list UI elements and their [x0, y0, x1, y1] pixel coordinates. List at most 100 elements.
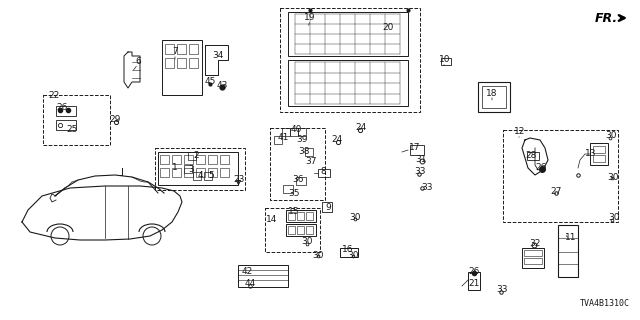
Text: 14: 14: [266, 215, 278, 225]
Text: 30: 30: [301, 237, 313, 246]
Text: 30: 30: [312, 251, 324, 260]
Text: 37: 37: [305, 156, 317, 165]
Text: 7: 7: [172, 47, 178, 57]
Text: 26: 26: [535, 164, 547, 172]
Text: 24: 24: [332, 135, 342, 145]
Text: 19: 19: [304, 13, 316, 22]
Bar: [155, 148, 245, 190]
Text: 15: 15: [288, 206, 300, 215]
Bar: [558, 225, 578, 277]
Text: 9: 9: [325, 203, 331, 212]
Text: 25: 25: [67, 125, 77, 134]
Text: 26: 26: [468, 268, 480, 276]
Text: 38: 38: [298, 148, 310, 156]
Bar: [590, 143, 608, 165]
Text: 10: 10: [439, 55, 451, 65]
Bar: [238, 265, 288, 287]
Text: 41: 41: [277, 133, 289, 142]
Text: 33: 33: [414, 167, 426, 177]
Bar: [165, 44, 174, 54]
Bar: [280, 8, 420, 112]
Bar: [524, 258, 542, 264]
Bar: [177, 58, 186, 68]
Bar: [305, 148, 313, 156]
Text: 18: 18: [486, 89, 498, 98]
Text: 29: 29: [109, 116, 121, 124]
Text: 30: 30: [349, 213, 361, 222]
Bar: [593, 146, 605, 153]
Bar: [184, 155, 193, 164]
Text: 35: 35: [288, 188, 300, 197]
Bar: [288, 226, 295, 234]
Bar: [298, 128, 306, 136]
Text: TVA4B1310C: TVA4B1310C: [580, 299, 630, 308]
Bar: [196, 155, 205, 164]
Text: 8: 8: [320, 167, 326, 177]
Text: 20: 20: [382, 22, 394, 31]
Bar: [290, 128, 298, 136]
Bar: [322, 202, 332, 212]
Bar: [297, 212, 304, 220]
Bar: [410, 145, 424, 155]
Bar: [172, 168, 181, 177]
Text: 21: 21: [468, 279, 480, 289]
Text: 4: 4: [197, 172, 203, 180]
Bar: [193, 172, 201, 180]
Bar: [56, 106, 76, 116]
Bar: [184, 168, 193, 177]
Text: 16: 16: [342, 245, 354, 254]
Bar: [165, 58, 174, 68]
Text: 24: 24: [355, 124, 367, 132]
Bar: [188, 152, 196, 160]
Bar: [162, 40, 202, 95]
Bar: [286, 224, 316, 236]
Text: 11: 11: [565, 233, 577, 242]
Bar: [208, 168, 217, 177]
Bar: [208, 155, 217, 164]
Bar: [318, 169, 330, 177]
Bar: [593, 155, 605, 162]
Bar: [177, 44, 186, 54]
Bar: [468, 272, 480, 290]
Text: 13: 13: [585, 148, 596, 157]
Bar: [220, 155, 229, 164]
Text: 3: 3: [188, 165, 194, 174]
Bar: [172, 155, 181, 164]
Text: 32: 32: [529, 239, 541, 249]
Text: 42: 42: [241, 267, 253, 276]
Bar: [296, 177, 306, 185]
Bar: [274, 136, 282, 144]
Text: 34: 34: [212, 52, 224, 60]
Bar: [158, 152, 238, 185]
Text: 31: 31: [415, 155, 427, 164]
Bar: [282, 128, 290, 136]
Text: 22: 22: [49, 92, 60, 100]
Text: 30: 30: [607, 172, 619, 181]
Bar: [160, 155, 169, 164]
Bar: [524, 250, 542, 256]
Bar: [56, 120, 76, 130]
Bar: [306, 226, 313, 234]
Bar: [340, 248, 358, 257]
Text: 33: 33: [421, 182, 433, 191]
Text: 2: 2: [193, 150, 199, 159]
Bar: [189, 58, 198, 68]
Bar: [297, 226, 304, 234]
Bar: [482, 86, 506, 108]
Bar: [527, 152, 539, 160]
Bar: [306, 212, 313, 220]
Text: 33: 33: [496, 285, 508, 294]
Bar: [478, 82, 510, 112]
Text: 5: 5: [208, 172, 214, 180]
Bar: [286, 210, 316, 222]
Bar: [220, 168, 229, 177]
Text: 6: 6: [135, 58, 141, 67]
Text: 30: 30: [348, 251, 359, 260]
Bar: [160, 168, 169, 177]
Text: 30: 30: [605, 132, 617, 140]
Text: 12: 12: [515, 127, 525, 137]
Bar: [265, 208, 320, 252]
Bar: [189, 44, 198, 54]
Text: 30: 30: [608, 213, 620, 222]
Bar: [522, 248, 544, 268]
